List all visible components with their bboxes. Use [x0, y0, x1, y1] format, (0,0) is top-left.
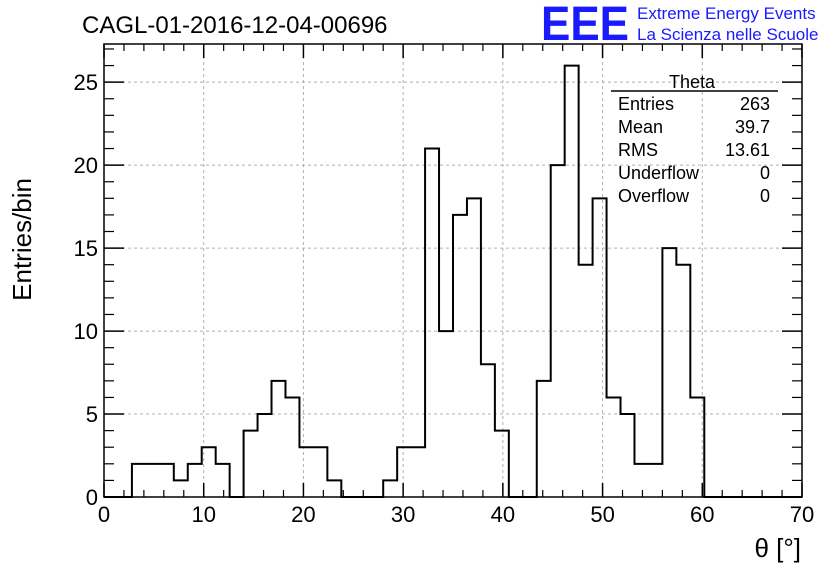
- histogram-bin: [662, 248, 676, 497]
- histogram-bin: [327, 480, 341, 497]
- stats-row-value: 13.61: [725, 140, 770, 160]
- y-tick-label: 15: [74, 236, 98, 261]
- histogram-bin: [453, 215, 467, 497]
- histogram-bin: [313, 447, 327, 497]
- histogram-bin: [634, 464, 648, 497]
- logo-line-2: La Scienza nelle Scuole: [637, 25, 818, 44]
- histogram-bin: [425, 149, 439, 497]
- y-tick-label: 10: [74, 319, 98, 344]
- histogram-bin: [160, 464, 174, 497]
- stats-row-label: Underflow: [618, 163, 700, 183]
- histogram-bin: [258, 414, 272, 497]
- y-tick-label: 5: [86, 402, 98, 427]
- eee-logo: EEE Extreme Energy Events La Scienza nel…: [541, 0, 818, 51]
- histogram-bin: [285, 397, 299, 497]
- histogram-bin: [676, 265, 690, 497]
- histogram-bin: [579, 265, 593, 497]
- histogram-bin: [174, 480, 188, 497]
- x-tick-label: 60: [690, 502, 714, 527]
- stats-row-value: 0: [760, 163, 770, 183]
- histogram-bin: [146, 464, 160, 497]
- axis-ticks: 0 10 20 30 40 50 60 70 0 5 10 15 20 25: [74, 44, 814, 527]
- chart-title: CAGL-01-2016-12-04-00696: [82, 12, 388, 39]
- x-tick-label: 20: [291, 502, 315, 527]
- histogram-bin: [244, 431, 258, 497]
- stats-row-value: 0: [760, 186, 770, 206]
- histogram-bars: [104, 64, 802, 498]
- stats-row-label: RMS: [618, 140, 658, 160]
- y-tick-label: 20: [74, 153, 98, 178]
- histogram-bin: [481, 364, 495, 497]
- x-tick-label: 0: [98, 502, 110, 527]
- stats-rows: Entries 263 Mean 39.7 RMS 13.61 Underflow 0 Over…: [618, 94, 770, 206]
- x-tick-label: 40: [491, 502, 515, 527]
- stats-row-label: Mean: [618, 117, 663, 137]
- histogram-bin: [216, 464, 230, 497]
- stats-row-label: Entries: [618, 94, 674, 114]
- histogram-bin: [648, 464, 662, 497]
- logo-line-1: Extreme Energy Events: [637, 4, 816, 23]
- plot-frame: [103, 43, 803, 498]
- histogram-bin: [565, 66, 579, 497]
- stats-title: Theta: [669, 72, 716, 92]
- histogram-outline: [104, 64, 802, 498]
- histogram-bin: [383, 480, 397, 497]
- x-axis-title: θ [°]: [754, 533, 801, 563]
- histogram-bin: [467, 198, 481, 497]
- histogram-bin: [299, 447, 313, 497]
- y-axis-title: Entries/bin: [7, 178, 37, 301]
- y-tick-label: 25: [74, 70, 98, 95]
- x-tick-label: 50: [590, 502, 614, 527]
- x-tick-label: 30: [391, 502, 415, 527]
- y-tick-label: 0: [86, 485, 98, 510]
- histogram-bin: [537, 381, 551, 497]
- x-tick-label: 70: [790, 502, 814, 527]
- histogram-bin: [607, 397, 621, 497]
- histogram-bin: [272, 381, 286, 497]
- histogram-bin: [411, 447, 425, 497]
- stats-box: Theta Entries 263 Mean 39.7 RMS 13.61 Underflo…: [611, 72, 778, 206]
- stats-row-value: 263: [740, 94, 770, 114]
- histogram-bin: [397, 447, 411, 497]
- x-tick-label: 10: [191, 502, 215, 527]
- stats-row-value: 39.7: [735, 117, 770, 137]
- histogram-bin: [621, 414, 635, 497]
- logo-letters: EEE: [541, 0, 629, 51]
- histogram-bin: [495, 431, 509, 497]
- stats-row-label: Overflow: [618, 186, 690, 206]
- histogram-bin: [188, 464, 202, 497]
- histogram-bin: [593, 198, 607, 497]
